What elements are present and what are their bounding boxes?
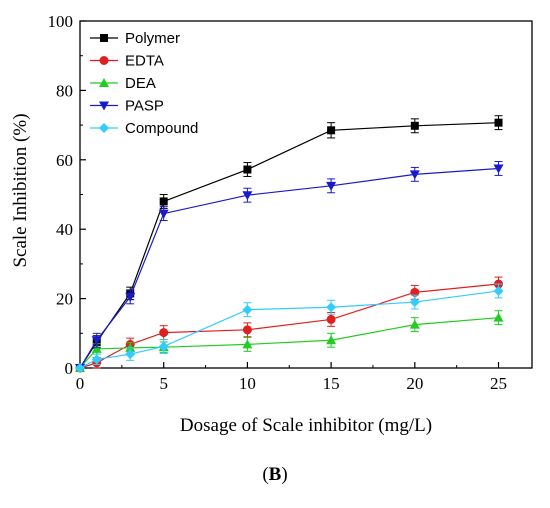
legend-item: DEA [90, 75, 156, 92]
data-point [493, 285, 504, 296]
data-point [493, 312, 504, 322]
y-tick-label: 40 [56, 220, 73, 239]
data-point [326, 314, 336, 324]
data-point [75, 363, 85, 373]
data-point [242, 325, 252, 335]
series-line [79, 283, 499, 369]
x-tick-label: 5 [159, 374, 168, 393]
legend-marker [99, 123, 109, 133]
data-point [158, 209, 169, 219]
y-tick-label: 20 [56, 290, 73, 309]
x-axis-title: Dosage of Scale inhibitor (mg/L) [180, 415, 432, 436]
data-point [326, 181, 337, 191]
data-point [409, 297, 420, 308]
data-point [91, 354, 102, 365]
legend-label: PASP [125, 98, 164, 115]
panel-label: (B) [262, 464, 288, 485]
legend-marker [99, 56, 109, 65]
data-point [410, 287, 420, 297]
data-point [326, 335, 337, 345]
series-edta [75, 276, 504, 373]
y-tick-label: 60 [56, 151, 73, 170]
legend-label: EDTA [125, 53, 164, 70]
series-compound [75, 283, 504, 373]
x-tick-label: 0 [76, 374, 85, 393]
data-point [326, 302, 337, 313]
data-point [125, 292, 136, 302]
legend-marker [99, 101, 109, 111]
data-point [159, 328, 169, 338]
legend-marker [99, 78, 109, 87]
y-tick-label: 80 [56, 81, 73, 100]
data-point [91, 336, 102, 346]
data-point [493, 164, 504, 174]
legend: Polymer EDTA DEA PASP Compound [90, 30, 198, 137]
x-tick-label: 10 [239, 374, 256, 393]
data-point [242, 191, 253, 201]
legend-item: EDTA [90, 53, 164, 70]
data-point [242, 339, 253, 349]
plot-area [79, 20, 533, 369]
series-line [79, 317, 499, 369]
y-axis-title: Scale Inhibition (%) [10, 113, 31, 267]
data-point [409, 170, 420, 180]
legend-label: Polymer [125, 30, 180, 47]
data-point [159, 197, 168, 206]
data-point [242, 304, 253, 315]
x-tick-label: 20 [406, 374, 423, 393]
data-point [410, 121, 419, 130]
data-point [243, 165, 252, 174]
series-line [79, 122, 499, 369]
series-line [79, 167, 499, 369]
series-line [79, 290, 499, 369]
x-tick-label: 25 [490, 374, 507, 393]
data-point [494, 118, 503, 127]
line-chart: 0 5 10 15 20 25 0 20 40 60 80 100 Polymer EDTA DEA PAS… [10, 12, 533, 436]
legend-marker [100, 34, 108, 42]
panel-label-letter: B [268, 464, 282, 485]
data-point [409, 319, 420, 329]
y-tick-label: 0 [65, 359, 74, 378]
legend-item: Compound [90, 120, 198, 137]
data-point [125, 349, 136, 360]
data-point [158, 341, 169, 352]
legend-label: DEA [125, 75, 156, 92]
data-point [91, 343, 102, 353]
series-polymer [76, 115, 503, 372]
legend-item: Polymer [90, 30, 180, 47]
data-point [327, 126, 336, 135]
legend-label: Compound [125, 120, 198, 137]
legend-item: PASP [90, 98, 164, 115]
y-tick-label: 100 [48, 12, 74, 31]
x-tick-label: 15 [323, 374, 340, 393]
